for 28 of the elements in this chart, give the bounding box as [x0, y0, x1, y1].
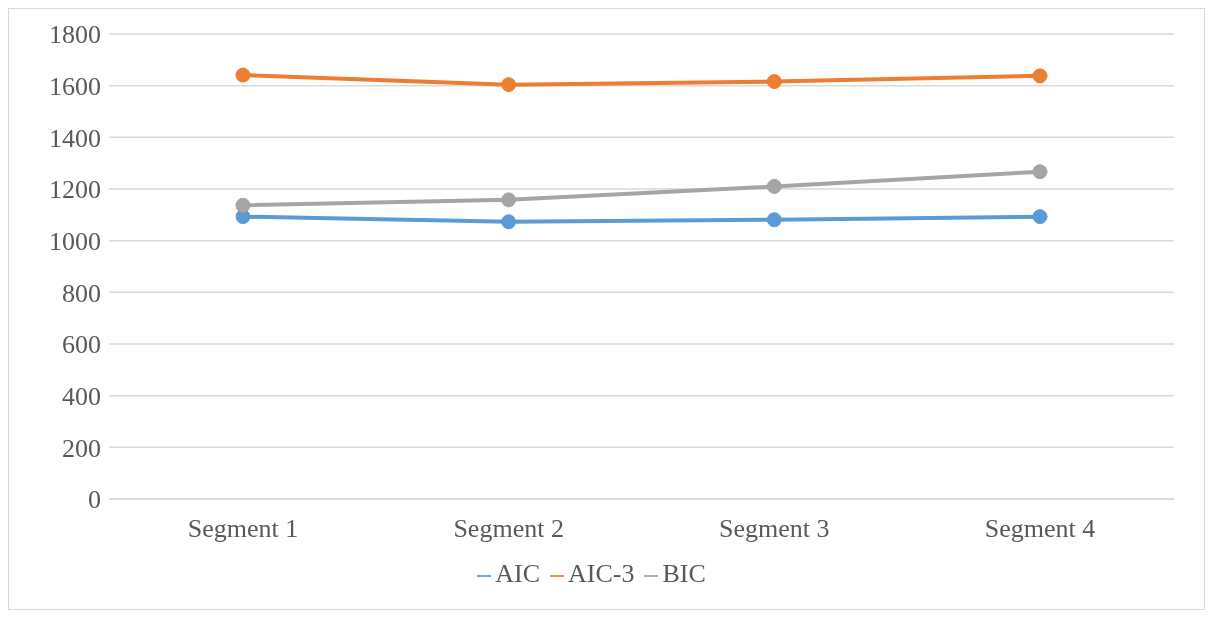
legend-label: AIC [495, 559, 540, 588]
x-tick-label: Segment 2 [453, 514, 564, 544]
legend-label: BIC [662, 559, 706, 588]
y-tick-label: 400 [62, 381, 101, 411]
point [766, 212, 782, 228]
y-tick-label: 1000 [49, 226, 101, 256]
x-tick-label: Segment 3 [719, 514, 830, 544]
x-tick-label: Segment 1 [187, 514, 299, 544]
point [1032, 209, 1048, 225]
y-tick-label: 800 [62, 278, 101, 308]
point [235, 197, 251, 213]
legend-label: AIC-3 [568, 559, 635, 588]
point [1032, 164, 1048, 180]
x-tick-label: Segment 4 [984, 514, 1096, 544]
point [501, 77, 517, 93]
y-tick-label: 200 [62, 433, 101, 463]
point [501, 192, 517, 208]
y-tick-label: 1800 [49, 20, 101, 50]
y-tick-label: 1600 [49, 71, 101, 101]
point [766, 74, 782, 90]
point [766, 178, 782, 194]
point [501, 214, 517, 230]
point [235, 67, 251, 83]
point [1032, 68, 1048, 84]
y-tick-label: 1400 [49, 123, 101, 153]
y-tick-label: 1200 [49, 175, 101, 205]
y-tick-label: 600 [62, 330, 101, 360]
y-tick-label: 0 [88, 485, 101, 515]
